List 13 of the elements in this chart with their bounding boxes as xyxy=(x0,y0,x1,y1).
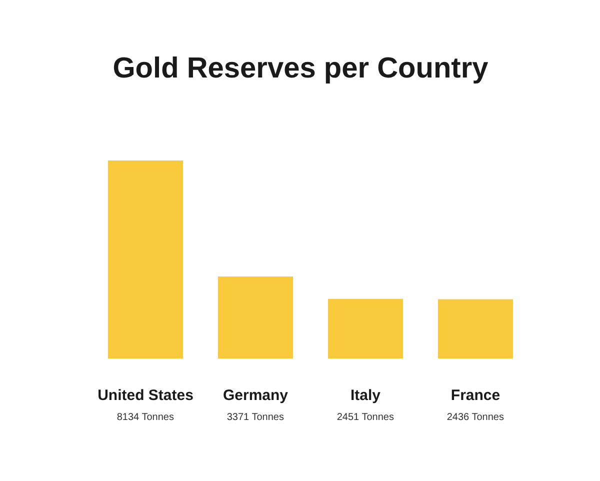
bar xyxy=(438,299,513,358)
bar xyxy=(218,276,293,358)
data-label: 2436 Tonnes xyxy=(446,412,504,423)
x-tick-label: Germany xyxy=(222,387,289,404)
bar xyxy=(328,298,403,358)
x-tick-label: Italy xyxy=(350,387,382,404)
data-label: 2451 Tonnes xyxy=(336,412,394,423)
x-tick-label: United States xyxy=(98,387,194,404)
data-label: 3371 Tonnes xyxy=(226,412,284,423)
data-label: 8134 Tonnes xyxy=(116,412,174,423)
bar xyxy=(108,160,183,358)
chart-title: Gold Reserves per Country xyxy=(112,52,488,84)
x-tick-label: France xyxy=(450,387,500,404)
